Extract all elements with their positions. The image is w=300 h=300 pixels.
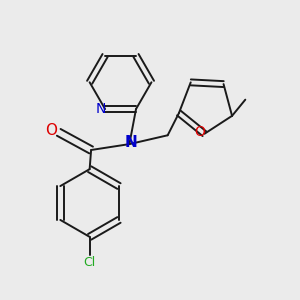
Text: N: N	[95, 102, 106, 116]
Text: O: O	[45, 123, 57, 138]
Text: O: O	[195, 125, 206, 139]
Text: N: N	[124, 135, 137, 150]
Text: Cl: Cl	[83, 256, 96, 269]
